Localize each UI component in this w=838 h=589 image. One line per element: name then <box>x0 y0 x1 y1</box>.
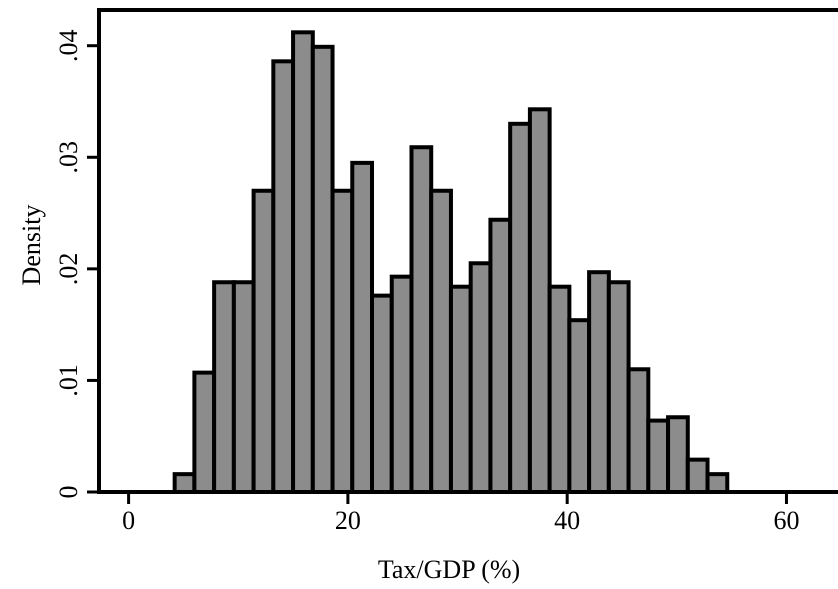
x-tick-label: 40 <box>554 506 580 535</box>
bar <box>291 30 315 494</box>
bar <box>429 188 453 494</box>
bar <box>389 274 414 495</box>
y-tick-label: .03 <box>54 141 83 174</box>
bar <box>370 293 394 495</box>
bar <box>705 472 730 495</box>
y-tick-label: .02 <box>54 253 83 286</box>
bar <box>192 370 217 495</box>
bar <box>488 217 513 495</box>
bar <box>231 280 256 495</box>
bar <box>271 59 296 495</box>
bar <box>409 145 434 494</box>
bar <box>567 318 592 495</box>
x-tick-label: 0 <box>122 506 135 535</box>
bar <box>172 472 197 495</box>
bar <box>626 367 651 495</box>
bar <box>330 188 355 494</box>
bar <box>646 418 671 494</box>
y-axis-label: Density <box>17 205 46 286</box>
bar <box>251 188 276 494</box>
y-tick-label: 0 <box>54 486 83 499</box>
bar <box>212 280 236 495</box>
bar <box>587 270 611 494</box>
bar <box>468 261 493 495</box>
bar <box>508 121 532 495</box>
bar <box>666 415 690 494</box>
x-axis-label: Tax/GDP (%) <box>378 555 520 584</box>
bar <box>350 160 375 494</box>
bar <box>527 107 552 494</box>
y-tick-label: .04 <box>54 29 83 62</box>
bar <box>448 284 473 494</box>
bar <box>685 457 710 495</box>
x-tick-label: 20 <box>335 506 361 535</box>
x-tick-label: 60 <box>773 506 799 535</box>
bar <box>310 44 335 494</box>
bar <box>606 280 631 495</box>
bar <box>547 284 572 494</box>
y-tick-label: .01 <box>54 364 83 397</box>
